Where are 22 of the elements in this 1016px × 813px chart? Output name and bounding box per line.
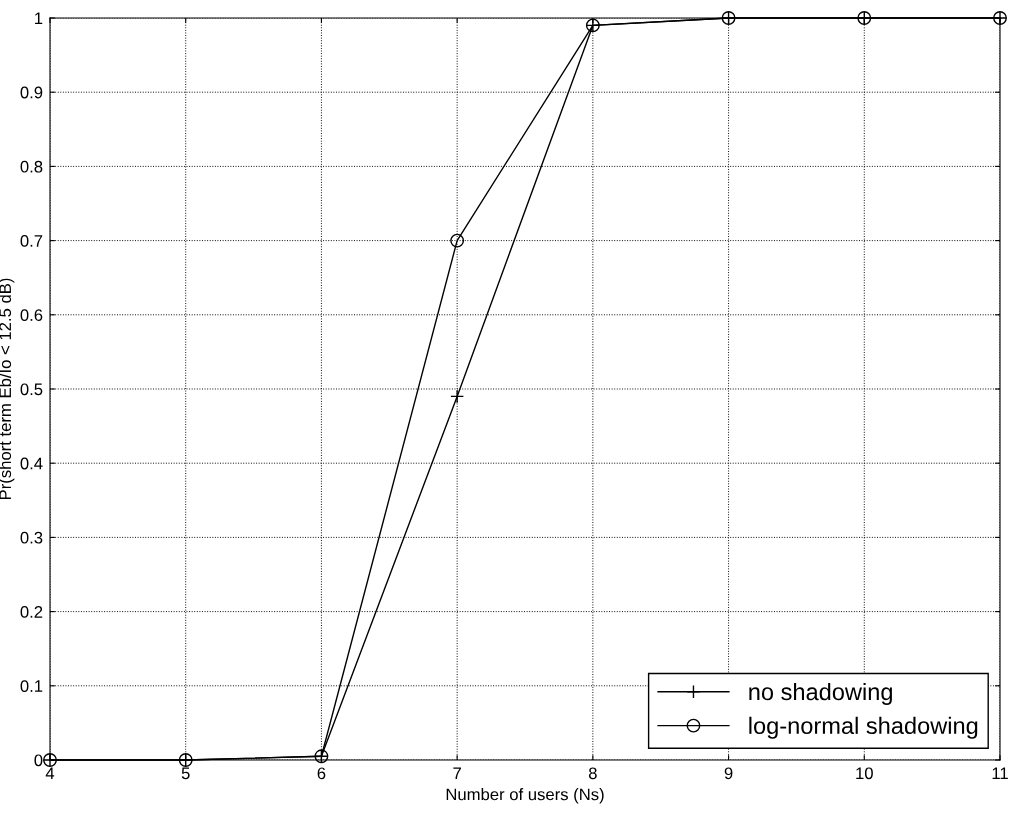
x-tick-label: 6 xyxy=(317,767,326,780)
y-tick-label: 0.6 xyxy=(20,309,43,321)
x-tick-label: 8 xyxy=(588,767,597,780)
y-tick-label: 0.7 xyxy=(20,235,43,247)
x-tick-label: 9 xyxy=(724,767,733,780)
x-tick-label: 10 xyxy=(856,767,873,780)
y-tick-label: 0 xyxy=(34,754,43,767)
y-tick-label: 0.1 xyxy=(20,680,43,692)
y-tick-label: 0.8 xyxy=(20,160,43,173)
y-tick-label: 0.2 xyxy=(20,606,43,618)
x-tick-label: 7 xyxy=(453,767,461,780)
x-tick-label: 4 xyxy=(45,767,55,780)
y-tick-label: 0.5 xyxy=(20,383,43,396)
x-tick-label: 5 xyxy=(181,767,190,780)
y-tick-label: 0.4 xyxy=(20,457,43,470)
legend-label: log-normal shadowing xyxy=(749,716,978,739)
x-axis-title: Number of users (Ns) xyxy=(446,788,604,804)
y-tick-label: 0.3 xyxy=(20,531,43,544)
y-tick-label: 1 xyxy=(35,12,43,25)
legend-label: no shadowing xyxy=(749,682,892,705)
x-tick-label: 11 xyxy=(992,767,1008,780)
y-tick-label: 0.9 xyxy=(20,86,43,99)
